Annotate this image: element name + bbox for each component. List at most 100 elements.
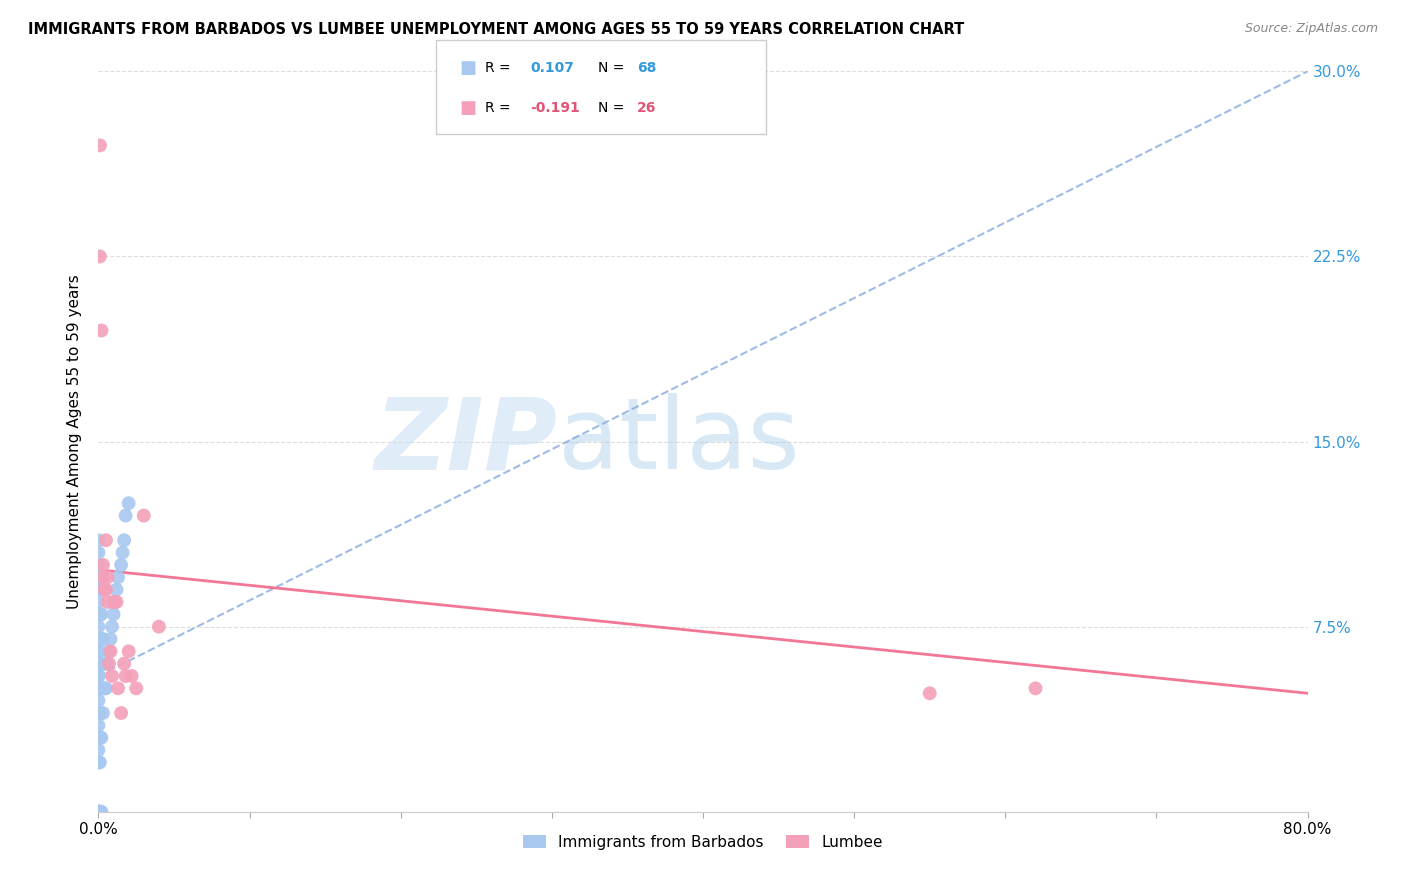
Y-axis label: Unemployment Among Ages 55 to 59 years: Unemployment Among Ages 55 to 59 years [67, 274, 83, 609]
Point [89, 657, 111, 671]
Point [90, 607, 112, 622]
Point [118, 496, 141, 510]
Text: 68: 68 [637, 62, 657, 75]
Point [90, 632, 112, 646]
Point [105, 582, 128, 597]
Point [91, 558, 114, 572]
Point [90, 324, 112, 338]
Point [87, 681, 110, 696]
Point [87, 657, 110, 671]
Point [89, 681, 111, 696]
Point [87, 595, 110, 609]
Point [87, 533, 110, 548]
Point [148, 619, 170, 633]
Point [89, 249, 111, 264]
Point [87, 805, 110, 819]
Point [132, 508, 155, 523]
Point [87, 694, 110, 708]
Point [89, 607, 111, 622]
Point [94, 582, 117, 597]
Point [125, 681, 148, 696]
Point [87, 805, 110, 819]
Point [87, 805, 110, 819]
Point [100, 632, 122, 646]
Point [107, 681, 129, 696]
Text: ■: ■ [460, 99, 477, 117]
Point [114, 508, 136, 523]
Point [96, 595, 118, 609]
Point [107, 570, 129, 584]
Point [112, 533, 135, 548]
Text: -0.191: -0.191 [530, 101, 579, 115]
Point [87, 706, 110, 720]
Point [87, 632, 110, 646]
Text: N =: N = [598, 62, 628, 75]
Point [91, 657, 114, 671]
Text: R =: R = [485, 62, 515, 75]
Point [87, 546, 110, 560]
Point [1024, 681, 1046, 696]
Point [89, 632, 111, 646]
Point [87, 644, 110, 658]
Point [87, 743, 110, 757]
Point [98, 644, 121, 658]
Point [89, 805, 111, 819]
Point [91, 570, 114, 584]
Point [87, 731, 110, 745]
Point [87, 718, 110, 732]
Point [104, 595, 127, 609]
Point [93, 681, 115, 696]
Point [118, 644, 141, 658]
Point [89, 731, 111, 745]
Point [89, 138, 111, 153]
Text: R =: R = [485, 101, 515, 115]
Point [90, 731, 112, 745]
Point [94, 681, 117, 696]
Point [96, 570, 118, 584]
Point [87, 558, 110, 572]
Text: ZIP: ZIP [375, 393, 558, 490]
Point [90, 582, 112, 597]
Point [91, 681, 114, 696]
Point [87, 669, 110, 683]
Point [93, 582, 115, 597]
Point [100, 644, 122, 658]
Point [87, 805, 110, 819]
Point [87, 570, 110, 584]
Point [114, 669, 136, 683]
Text: atlas: atlas [558, 393, 800, 490]
Point [89, 805, 111, 819]
Text: 0.107: 0.107 [530, 62, 574, 75]
Point [93, 657, 115, 671]
Point [87, 632, 110, 646]
Point [105, 595, 128, 609]
Point [87, 805, 110, 819]
Point [87, 669, 110, 683]
Point [918, 686, 941, 700]
Legend: Immigrants from Barbados, Lumbee: Immigrants from Barbados, Lumbee [517, 829, 889, 856]
Point [103, 595, 125, 609]
Point [91, 632, 114, 646]
Point [94, 533, 117, 548]
Point [103, 607, 125, 622]
Text: N =: N = [598, 101, 628, 115]
Text: IMMIGRANTS FROM BARBADOS VS LUMBEE UNEMPLOYMENT AMONG AGES 55 TO 59 YEARS CORREL: IMMIGRANTS FROM BARBADOS VS LUMBEE UNEMP… [28, 22, 965, 37]
Text: 26: 26 [637, 101, 657, 115]
Point [87, 756, 110, 770]
Point [90, 681, 112, 696]
Point [94, 657, 117, 671]
Point [87, 607, 110, 622]
Point [89, 706, 111, 720]
Point [111, 546, 134, 560]
Point [101, 619, 124, 633]
Point [90, 657, 112, 671]
Point [87, 681, 110, 696]
Text: ■: ■ [460, 60, 477, 78]
Point [89, 582, 111, 597]
Point [121, 669, 143, 683]
Point [101, 669, 124, 683]
Point [90, 805, 112, 819]
Point [96, 657, 118, 671]
Point [87, 582, 110, 597]
Point [110, 706, 132, 720]
